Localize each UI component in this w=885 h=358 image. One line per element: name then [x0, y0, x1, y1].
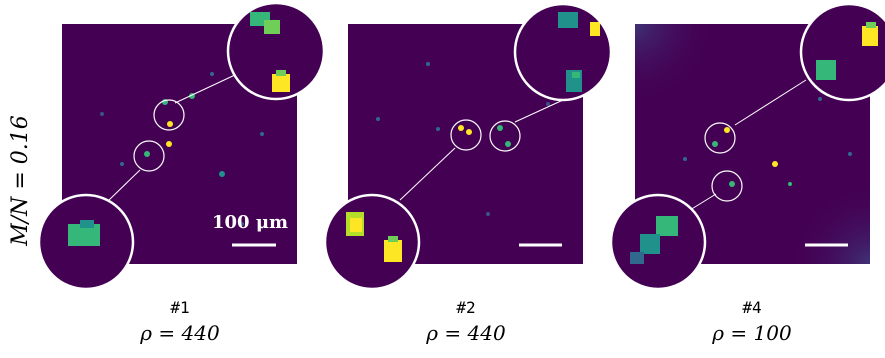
magnified-inset-3a: [801, 4, 885, 100]
ring-small-1b: [133, 140, 165, 172]
scale-bar-label: 100 μm: [212, 212, 289, 233]
caption-3: #4 ρ = 100: [652, 298, 852, 345]
caption-2: #2 ρ = 440: [366, 298, 566, 345]
panel-id-3: #4: [742, 298, 762, 317]
panel-rho-3: ρ = 100: [712, 321, 792, 345]
panel-id-2: #2: [456, 298, 476, 317]
magnified-inset-1b: [39, 195, 133, 289]
magnified-inset-3b: [611, 195, 705, 289]
panel-3-insets: [609, 2, 885, 291]
panel-2-insets: [323, 2, 613, 291]
panel-id-1: #1: [170, 298, 190, 317]
ring-small-1a: [153, 99, 185, 131]
panel-rho-2: ρ = 440: [426, 321, 506, 345]
magnified-inset-2a: [515, 4, 611, 100]
panel-rho-1: ρ = 440: [140, 321, 220, 345]
magnified-inset-1a: [228, 3, 324, 99]
magnified-inset-2b: [325, 195, 419, 289]
panel-1-insets: [37, 1, 326, 291]
caption-1: #1 ρ = 440: [80, 298, 280, 345]
